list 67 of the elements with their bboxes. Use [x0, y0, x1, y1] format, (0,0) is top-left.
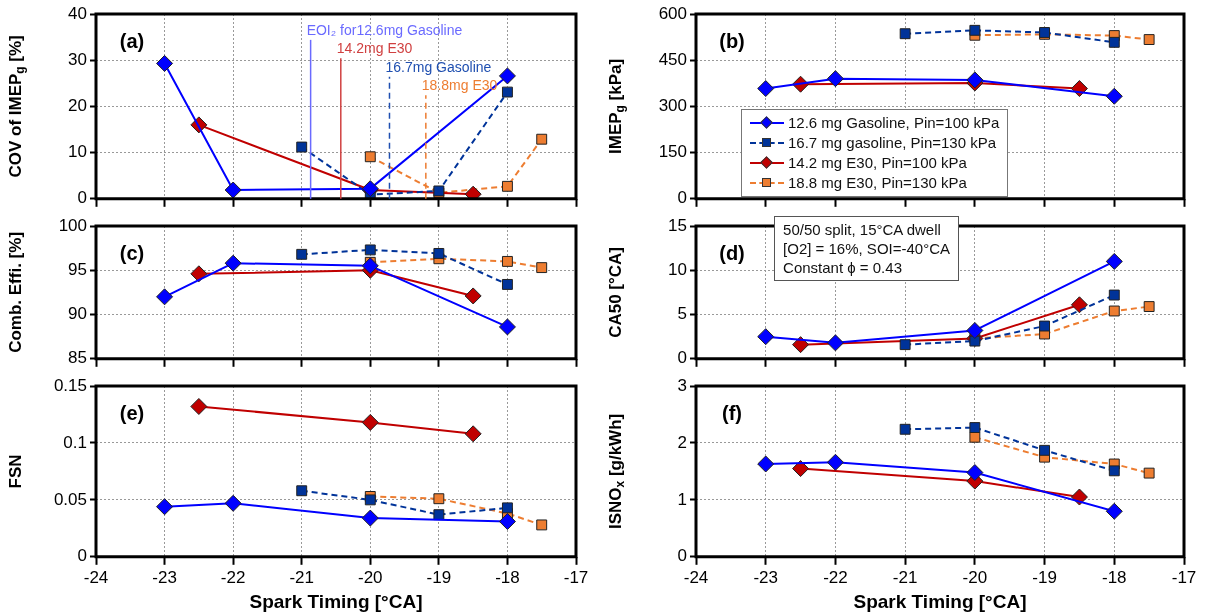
x-tick-label: -24 — [83, 567, 109, 587]
x-tick-label: -17 — [1171, 567, 1197, 587]
ref-line-label: 16.7mg Gasoline — [385, 58, 492, 75]
y-tick-label: 85 — [68, 348, 87, 368]
y-tick-label: 3 — [677, 375, 687, 395]
y-axis-title: FSN — [5, 454, 25, 489]
x-tick-label: -22 — [823, 567, 848, 587]
y-tick-label: 30 — [68, 49, 87, 69]
annotation: (e) — [119, 401, 145, 424]
x-tick-label: -17 — [563, 567, 589, 587]
y-tick-label: 0 — [677, 546, 687, 566]
y-tick-label: 15 — [668, 215, 687, 235]
y-tick-label: 0 — [77, 546, 87, 566]
y-tick-label: 10 — [68, 142, 87, 162]
ref-line-label: 14.2mg E30 — [336, 40, 413, 57]
y-axis-title: ISNOx [g/kWh] — [605, 413, 628, 530]
ref-line-label: EOI₂ for12.6mg Gasoline — [306, 21, 463, 38]
y-tick-label: 300 — [658, 96, 687, 116]
annotation: (b) — [719, 29, 745, 52]
y-tick-label: 1 — [677, 489, 687, 509]
y-axis-title: COV of IMEPg [%] — [5, 35, 28, 178]
y-tick-label: 0 — [677, 188, 687, 208]
y-tick-label: 0.15 — [53, 375, 87, 395]
x-tick-label: -18 — [1102, 567, 1127, 587]
y-tick-label: 95 — [68, 259, 87, 279]
x-tick-label: -22 — [220, 567, 246, 587]
y-tick-label: 450 — [658, 49, 687, 69]
legend-label: 14.2 mg E30, Pin=100 kPa — [788, 154, 967, 172]
y-axis-title: CA50 [°CA] — [605, 246, 625, 338]
x-tick-label: -20 — [962, 567, 988, 587]
x-axis-title: Spark Timing [°CA] — [249, 590, 423, 612]
y-tick-label: 90 — [68, 304, 87, 324]
annotation: (c) — [119, 241, 145, 264]
y-tick-label: 0.05 — [53, 489, 87, 509]
y-axis-title: Comb. Effi. [%] — [5, 231, 25, 353]
annotation: (d) — [719, 241, 745, 264]
y-tick-label: 0.1 — [63, 432, 87, 452]
x-tick-label: -19 — [426, 567, 452, 587]
x-tick-label: -23 — [753, 567, 778, 587]
x-tick-label: -18 — [495, 567, 520, 587]
x-tick-label: -20 — [358, 567, 383, 587]
ref-line-label: 18.8mg E30 — [421, 77, 498, 94]
x-tick-label: -21 — [289, 567, 314, 587]
y-tick-label: 10 — [668, 259, 687, 279]
y-tick-label: 20 — [68, 96, 87, 116]
x-tick-label: -24 — [683, 567, 709, 587]
y-tick-label: 0 — [77, 188, 87, 208]
annotation: [O2] = 16%, SOI=-40°CA — [783, 240, 950, 257]
annotation: Constant ϕ = 0.43 — [783, 259, 902, 276]
y-axis-title: IMEPg [kPa] — [605, 58, 628, 154]
y-tick-label: 100 — [58, 215, 87, 235]
y-tick-label: 600 — [658, 3, 687, 23]
annotation: 50/50 split, 15°CA dwell — [783, 221, 941, 238]
annotation: (f) — [722, 401, 742, 424]
x-tick-label: -21 — [892, 567, 918, 587]
x-tick-label: -23 — [152, 567, 177, 587]
annotation: (a) — [119, 29, 145, 52]
y-tick-label: 2 — [677, 432, 687, 452]
x-tick-label: -19 — [1032, 567, 1057, 587]
y-tick-label: 150 — [658, 142, 687, 162]
legend-label: 18.8 mg E30, Pin=130 kPa — [788, 174, 967, 192]
y-tick-label: 0 — [677, 348, 687, 368]
y-tick-label: 40 — [68, 3, 87, 23]
legend-label: 12.6 mg Gasoline, Pin=100 kPa — [788, 114, 1000, 132]
y-tick-label: 5 — [677, 304, 687, 324]
legend-label: 16.7 mg gasoline, Pin=130 kPa — [788, 134, 997, 152]
x-axis-title: Spark Timing [°CA] — [853, 590, 1027, 612]
